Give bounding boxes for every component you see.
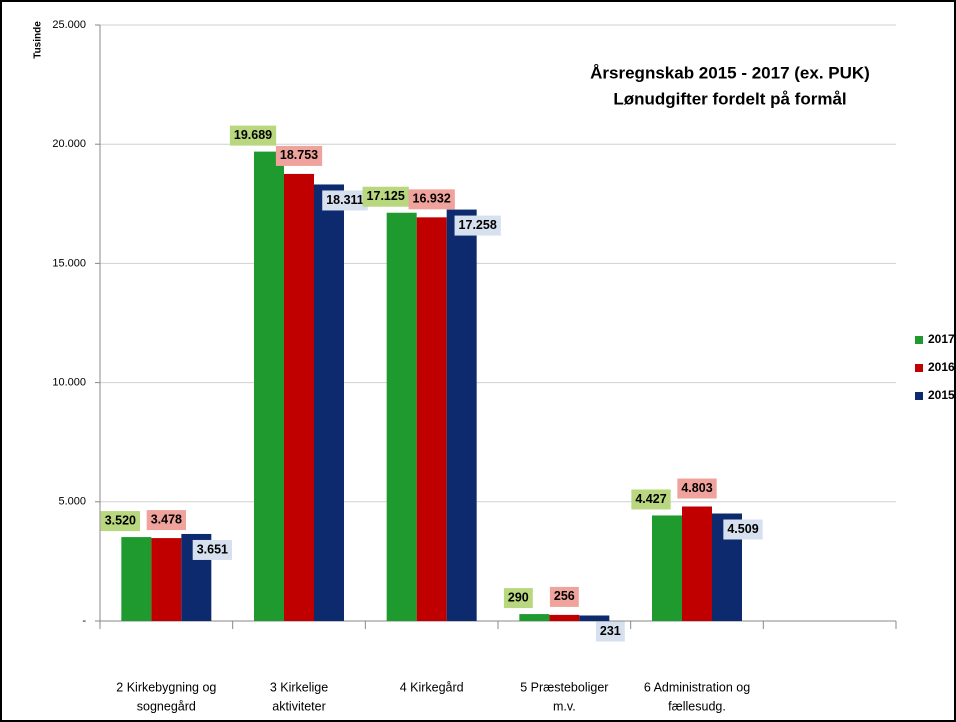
bar bbox=[151, 538, 182, 621]
x-tick-label: sognegård bbox=[137, 699, 196, 713]
value-label: 256 bbox=[554, 589, 575, 603]
value-label: 17.125 bbox=[367, 189, 405, 203]
value-label-bg bbox=[322, 190, 368, 211]
y-tick-label: - bbox=[82, 615, 86, 627]
value-label-bg bbox=[631, 489, 671, 510]
x-tick-label: 6 Administration og bbox=[644, 680, 750, 694]
bar bbox=[254, 151, 284, 621]
value-label: 4.803 bbox=[681, 481, 712, 495]
bar bbox=[549, 614, 580, 621]
value-label: 3.520 bbox=[105, 513, 136, 527]
bar bbox=[416, 217, 447, 621]
value-label: 16.932 bbox=[413, 192, 451, 206]
bar bbox=[314, 184, 344, 621]
value-label: 290 bbox=[508, 590, 529, 604]
legend-label: 2017 bbox=[928, 332, 955, 346]
value-label-bg bbox=[549, 586, 579, 607]
value-label-bg bbox=[100, 511, 141, 532]
x-tick-label: m.v. bbox=[553, 699, 576, 713]
bar bbox=[446, 209, 477, 621]
x-tick-label: aktiviteter bbox=[272, 699, 326, 713]
value-label-bg bbox=[229, 125, 277, 146]
bar bbox=[579, 615, 610, 621]
x-tick-label: 4 Kirkegård bbox=[400, 680, 464, 694]
value-label-bg bbox=[192, 539, 233, 560]
value-label-bg bbox=[595, 621, 625, 642]
legend-swatch bbox=[915, 336, 923, 344]
y-tick-label: 5.000 bbox=[58, 496, 86, 508]
value-label: 231 bbox=[600, 624, 621, 638]
y-tick-label: 20.000 bbox=[52, 138, 86, 150]
value-label-bg bbox=[677, 478, 717, 499]
value-label: 4.427 bbox=[635, 492, 666, 506]
x-tick-label: 3 Kirkelige bbox=[270, 680, 328, 694]
legend-swatch bbox=[915, 392, 923, 400]
value-label: 3.478 bbox=[151, 512, 182, 526]
bar bbox=[682, 506, 712, 621]
legend-label: 2016 bbox=[928, 360, 955, 374]
bar bbox=[652, 515, 682, 621]
value-label-bg bbox=[454, 215, 501, 236]
value-label-bg bbox=[146, 510, 187, 531]
value-label-bg bbox=[408, 189, 455, 210]
x-tick-label: fællesudg. bbox=[668, 699, 726, 713]
legend-swatch bbox=[915, 364, 923, 372]
y-tick-label: 10.000 bbox=[52, 377, 86, 389]
value-label-bg bbox=[503, 588, 533, 609]
chart-title: Årsregnskab 2015 - 2017 (ex. PUK) bbox=[590, 63, 870, 82]
legend-label: 2015 bbox=[928, 388, 955, 402]
value-label: 18.311 bbox=[326, 193, 364, 207]
value-label-bg bbox=[362, 186, 409, 207]
x-tick-label: 2 Kirkebygning og bbox=[116, 680, 216, 694]
chart-subtitle: Lønudgifter fordelt på formål bbox=[613, 89, 846, 108]
bar bbox=[284, 173, 314, 622]
value-label: 18.753 bbox=[280, 148, 318, 162]
x-tick-label: 5 Præsteboliger bbox=[520, 680, 608, 694]
bar bbox=[519, 614, 550, 621]
bar bbox=[386, 212, 417, 622]
y-tick-label: 15.000 bbox=[52, 257, 86, 269]
value-label: 4.509 bbox=[727, 522, 758, 536]
y-tick-label: 25.000 bbox=[52, 19, 86, 31]
value-label: 19.689 bbox=[234, 128, 272, 142]
value-label-bg bbox=[723, 519, 763, 540]
y-axis-title: Tusinde bbox=[33, 21, 44, 59]
bar bbox=[121, 537, 152, 621]
value-label-bg bbox=[275, 145, 323, 166]
value-label: 17.258 bbox=[459, 218, 497, 232]
value-label: 3.651 bbox=[197, 542, 228, 556]
